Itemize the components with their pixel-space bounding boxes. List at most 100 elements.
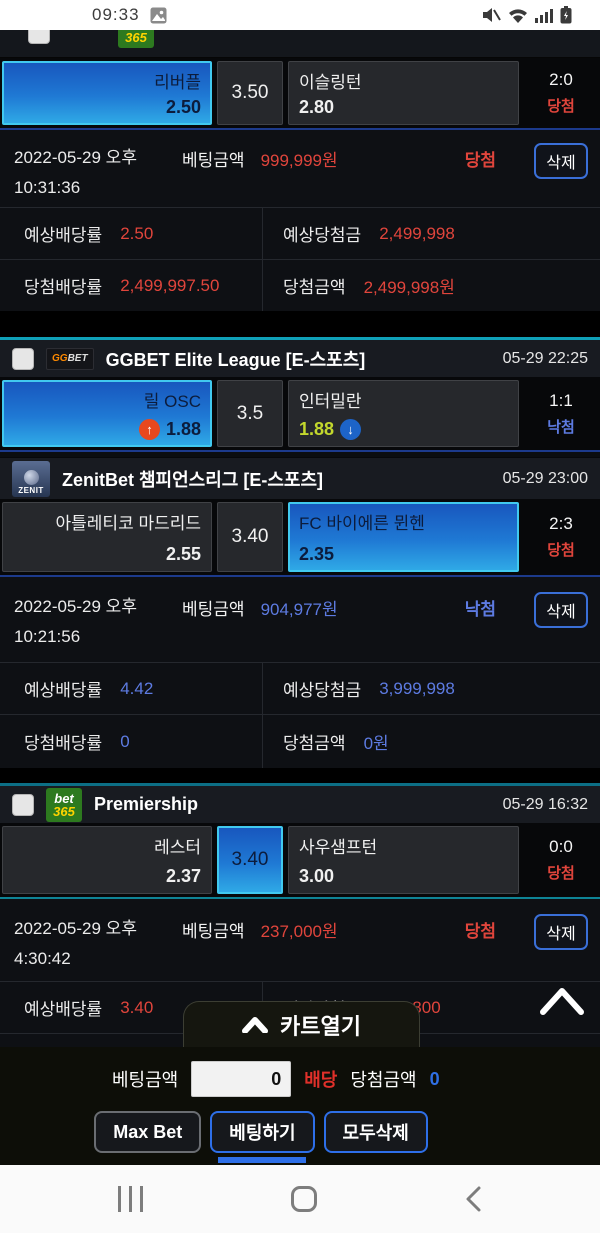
team-name: 아틀레티코 마드리드 bbox=[55, 514, 201, 533]
score-column: 2:0 당첨 bbox=[524, 61, 598, 125]
stats-row: 당첨배당률 0 당첨금액 0원 bbox=[0, 714, 600, 768]
cart-bet-amount-input[interactable] bbox=[191, 1061, 292, 1097]
cart-open-tab[interactable]: 카트열기 bbox=[183, 1001, 420, 1047]
stats-row: 당첨배당률 2,499,997.50 당첨금액 2,499,998원 bbox=[0, 259, 600, 311]
result-badge: 낙첨 bbox=[547, 418, 575, 436]
odds-cell-away[interactable]: 사우샘프턴 3.00 bbox=[288, 826, 519, 894]
odds-cell-home[interactable]: 레스터 2.37 bbox=[2, 826, 212, 894]
delete-button[interactable]: 삭제 bbox=[534, 592, 588, 628]
delete-all-button[interactable]: 모두삭제 bbox=[323, 1111, 428, 1153]
match-row: 리버플 2.50 3.50 이슬링턴 2.80 2:0 당첨 bbox=[0, 58, 600, 130]
score: 0:0 bbox=[549, 837, 573, 856]
odds-cell-away-selected[interactable]: FC 바이에른 뮌헨 2.35 bbox=[288, 502, 519, 572]
odds-cell-draw[interactable]: 3.5 bbox=[217, 380, 283, 447]
win-amount-value: 0원 bbox=[363, 734, 389, 753]
odds-value: 2.80 bbox=[299, 97, 335, 117]
expected-odds-value: 3.40 bbox=[120, 997, 154, 1017]
result-badge: 당첨 bbox=[547, 542, 575, 559]
win-amount-value: 2,499,998원 bbox=[363, 278, 455, 297]
bet365-logo: bet 365 bbox=[118, 30, 154, 48]
match-time: 05-29 22:25 bbox=[502, 349, 588, 367]
score: 2:0 bbox=[549, 70, 573, 89]
expected-odds-label: 예상배당률 bbox=[24, 226, 103, 245]
bet-amount-label: 베팅금액 bbox=[182, 922, 245, 941]
odds-value: 3.00 bbox=[299, 866, 335, 886]
card-checkbox[interactable] bbox=[12, 347, 34, 370]
odds-cell-home-selected[interactable]: 릴 OSC ↑ 1.88 bbox=[2, 380, 212, 447]
odds-value: 2.55 bbox=[165, 544, 201, 564]
odds-cell-away[interactable]: 인터밀란 1.88 ↓ bbox=[288, 380, 519, 447]
result-badge: 당첨 bbox=[547, 98, 575, 115]
bet-amount-label: 베팅금액 bbox=[182, 151, 245, 170]
card-gap bbox=[0, 311, 600, 337]
delete-button[interactable]: 삭제 bbox=[534, 143, 588, 179]
win-amount-label: 당첨금액 bbox=[283, 734, 346, 753]
card-checkbox[interactable] bbox=[12, 793, 34, 816]
match-time: 05-29 16:32 bbox=[502, 795, 588, 813]
odds-value: 3.50 bbox=[231, 82, 269, 103]
league-name: ZenitBet 챔피언스리그 [E-스포츠] bbox=[62, 469, 324, 490]
team-name: 사우샘프턴 bbox=[299, 838, 378, 857]
odds-value: 2.50 bbox=[165, 97, 201, 117]
bet-amount-value: 999,999원 bbox=[260, 151, 338, 170]
delete-button[interactable]: 삭제 bbox=[534, 914, 588, 950]
clock: 09:33 bbox=[92, 5, 140, 24]
screenshot-notification-icon bbox=[150, 7, 167, 23]
bet-amount-value: 904,977원 bbox=[260, 600, 338, 619]
bet-datetime: 2022-05-29 오후 4:30:42 bbox=[14, 919, 137, 968]
expected-win-label: 예상당첨금 bbox=[283, 226, 362, 245]
card-header: GG BET GGBET Elite League [E-스포츠] 05-29 … bbox=[0, 337, 600, 377]
chevron-up-icon bbox=[242, 1016, 269, 1033]
league-name: Premiership bbox=[94, 794, 199, 814]
team-name: 레스터 bbox=[154, 838, 201, 857]
odds-cell-draw[interactable]: 3.50 bbox=[217, 61, 283, 125]
match-row: 레스터 2.37 3.40 사우샘프턴 3.00 0:0 당첨 bbox=[0, 823, 600, 899]
wifi-icon bbox=[509, 8, 527, 23]
odds-down-icon: ↓ bbox=[340, 419, 362, 440]
section-gap bbox=[0, 452, 600, 457]
home-icon[interactable] bbox=[290, 1186, 317, 1212]
mute-icon bbox=[483, 8, 501, 22]
cart-win-amount-label: 당첨금액 bbox=[350, 1070, 417, 1090]
team-name: 릴 OSC bbox=[143, 392, 201, 411]
odds-cell-draw-selected[interactable]: 3.40 bbox=[217, 826, 283, 894]
bet-amount-value: 237,000원 bbox=[260, 922, 338, 941]
score-column: 2:3 당첨 bbox=[524, 502, 598, 572]
score-column: 0:0 당첨 bbox=[524, 826, 598, 894]
win-odds-label: 당첨배당률 bbox=[24, 734, 103, 753]
bet-info-row: 2022-05-29 오후 4:30:42 베팅금액 237,000원 당첨 삭… bbox=[0, 899, 600, 981]
card-subheader: ZENIT ZenitBet 챔피언스리그 [E-스포츠] 05-29 23:0… bbox=[0, 457, 600, 499]
odds-cell-home-selected[interactable]: 리버플 2.50 bbox=[2, 61, 212, 125]
signal-icon bbox=[535, 9, 553, 23]
win-odds-value: 2,499,997.50 bbox=[120, 275, 220, 295]
status-bar: 09:33 bbox=[0, 0, 600, 30]
odds-cell-draw[interactable]: 3.40 bbox=[217, 502, 283, 572]
score: 1:1 bbox=[549, 390, 573, 410]
stats-row: 예상배당률 2.50 예상당첨금 2,499,998 bbox=[0, 207, 600, 259]
max-bet-button[interactable]: Max Bet bbox=[94, 1111, 202, 1153]
back-icon[interactable] bbox=[464, 1185, 482, 1213]
odds-up-icon: ↑ bbox=[138, 419, 160, 440]
team-name: 인터밀란 bbox=[299, 392, 362, 411]
match-row: 아틀레티코 마드리드 2.55 3.40 FC 바이에른 뮌헨 2.35 2:3… bbox=[0, 499, 600, 577]
card-header: bet 365 Premiership 05-29 16:32 bbox=[0, 783, 600, 823]
scrolled-card-header-partial: bet 365 bbox=[0, 30, 600, 58]
focus-underline bbox=[218, 1157, 306, 1163]
scroll-to-top-icon[interactable] bbox=[538, 984, 586, 1018]
card-checkbox[interactable] bbox=[28, 30, 50, 44]
expected-odds-label: 예상배당률 bbox=[24, 681, 103, 700]
odds-cell-home[interactable]: 아틀레티코 마드리드 2.55 bbox=[2, 502, 212, 572]
odds-cell-away[interactable]: 이슬링턴 2.80 bbox=[288, 61, 519, 125]
odds-value: 3.40 bbox=[231, 849, 269, 870]
recents-icon[interactable] bbox=[118, 1186, 143, 1212]
score: 2:3 bbox=[549, 514, 573, 533]
win-amount-label: 당첨금액 bbox=[283, 278, 346, 297]
expected-win-value: 2,499,998 bbox=[379, 223, 455, 243]
place-bet-button[interactable]: 베팅하기 bbox=[210, 1111, 315, 1153]
odds-value: 2.37 bbox=[165, 866, 201, 886]
match-row: 릴 OSC ↑ 1.88 3.5 인터밀란 1.88 ↓ 1:1 낙첨 bbox=[0, 377, 600, 452]
expected-win-value: 3,999,998 bbox=[379, 678, 455, 698]
ggbet-logo: GG BET bbox=[46, 347, 94, 370]
win-odds-value: 0 bbox=[120, 731, 130, 751]
